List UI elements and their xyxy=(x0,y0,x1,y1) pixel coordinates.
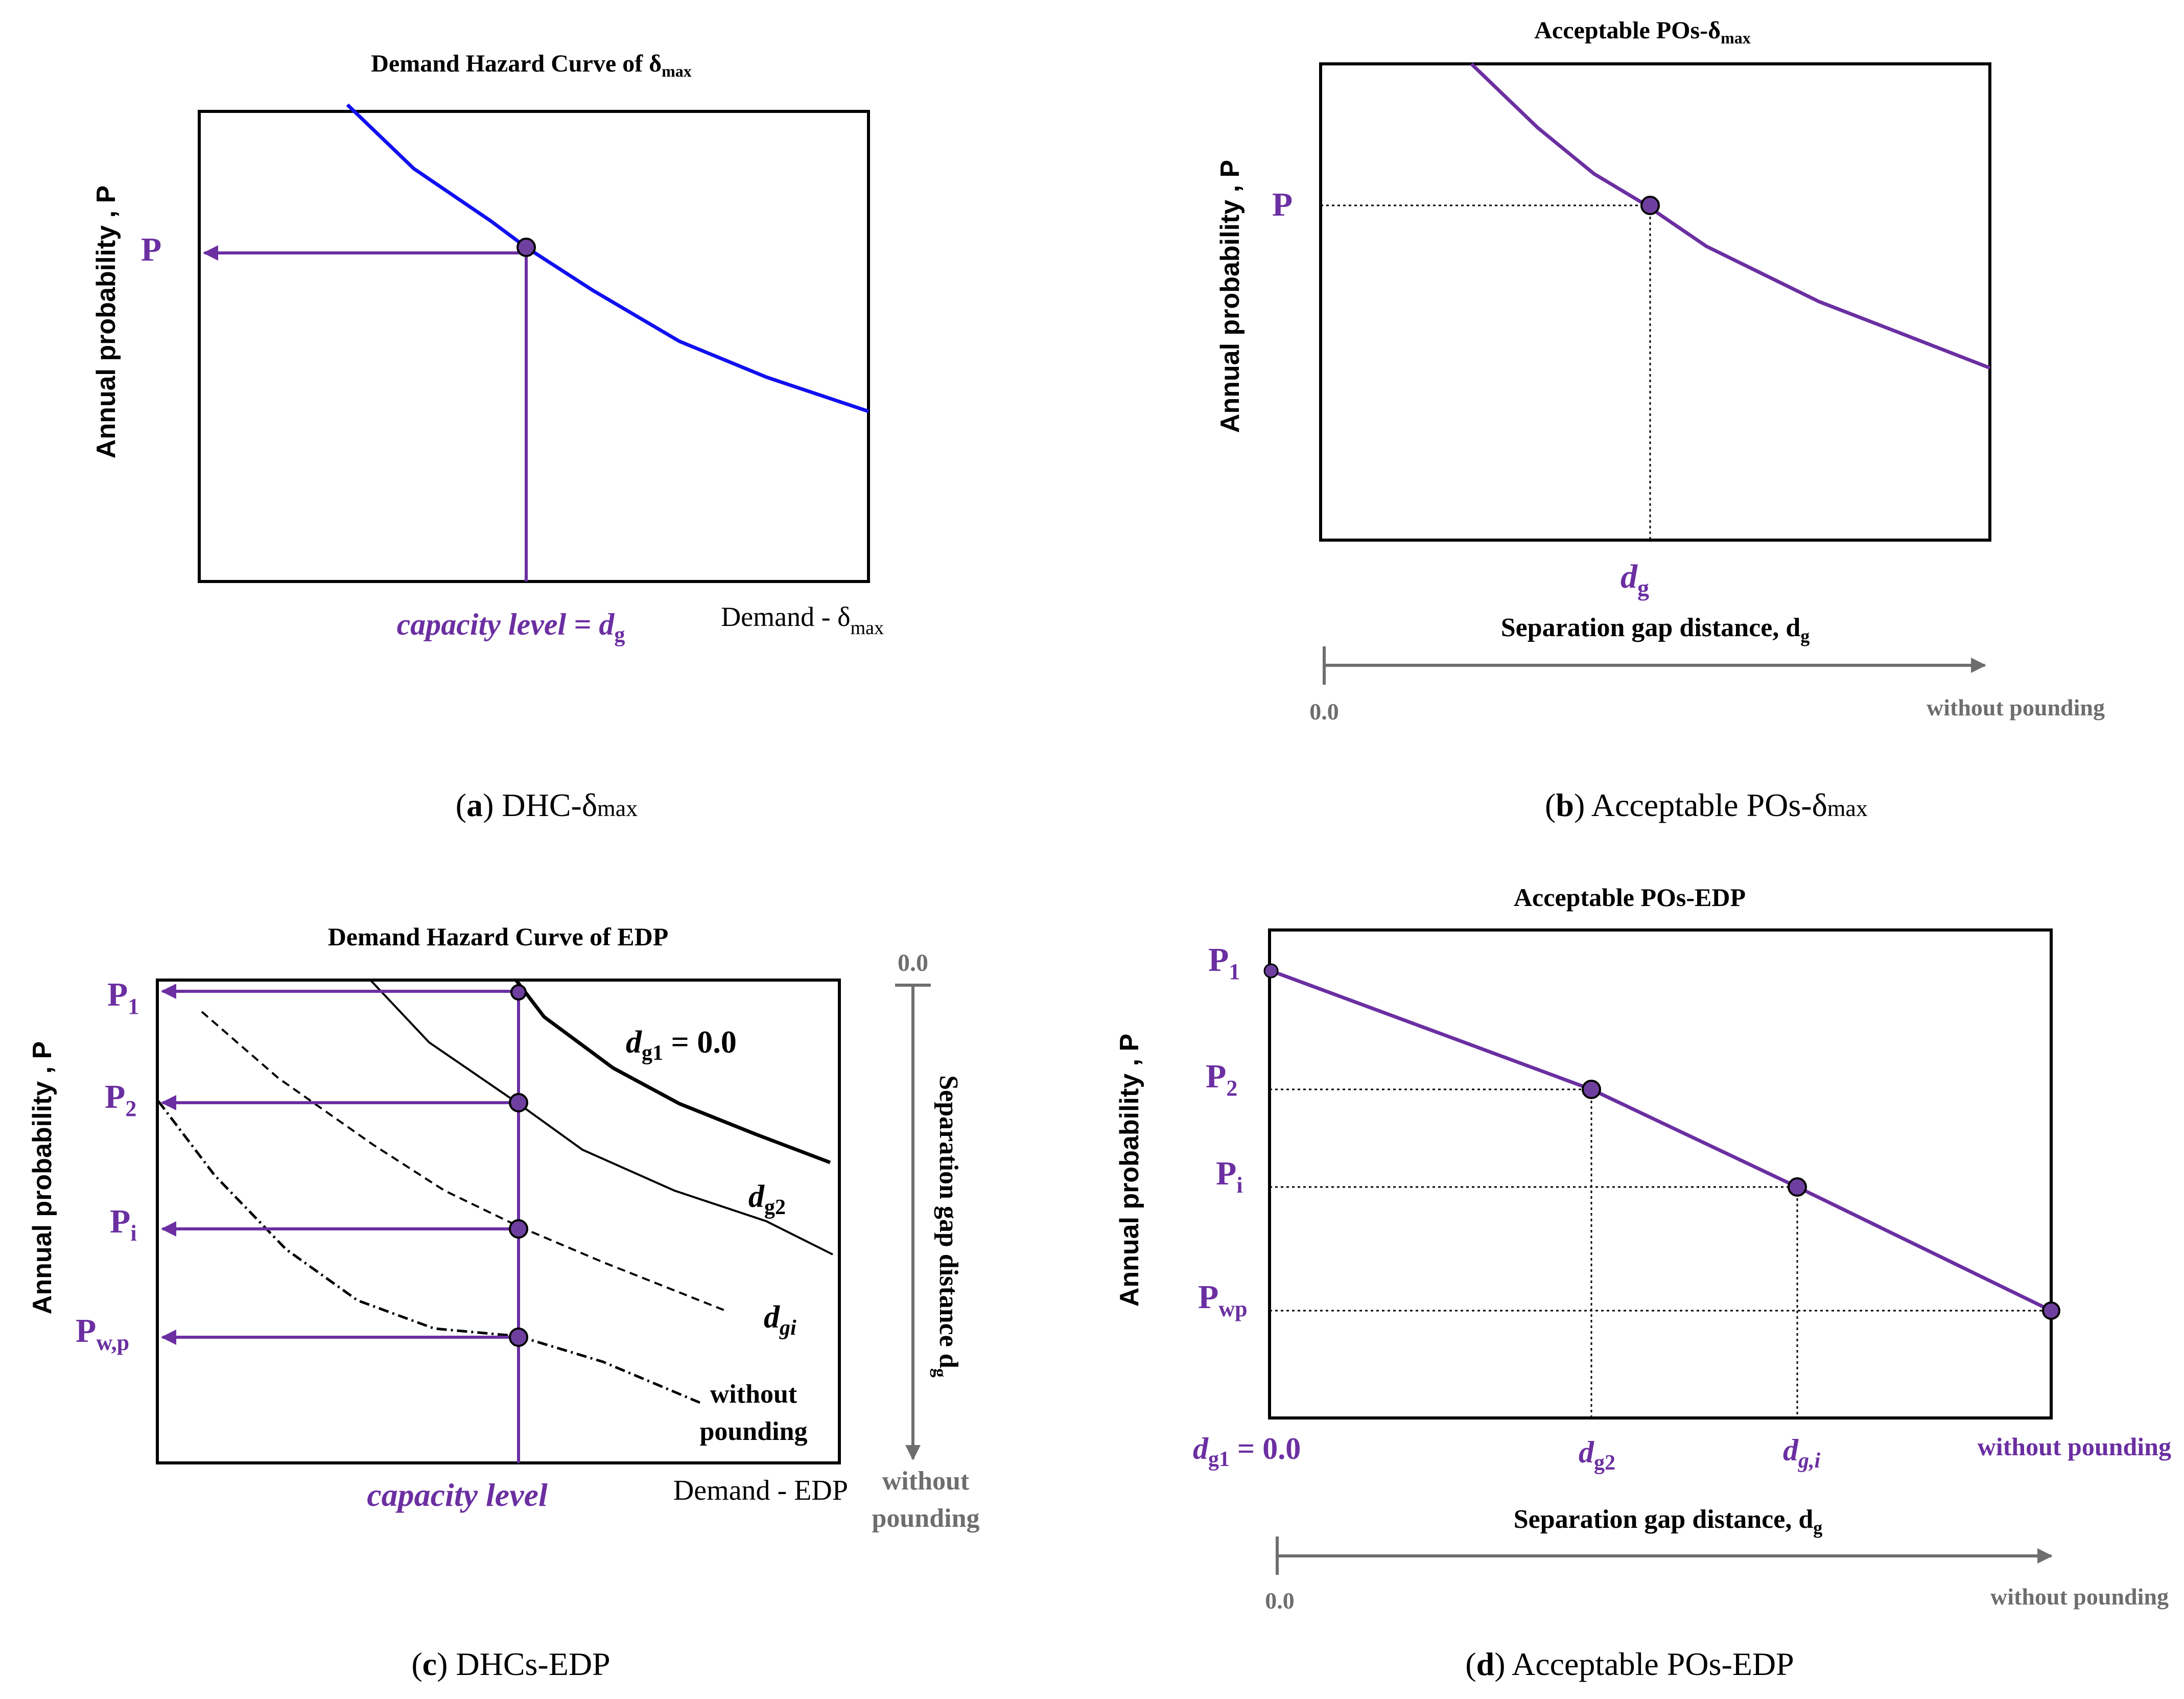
panel-d-plot-frame xyxy=(1268,928,2053,1419)
panel-c-caption: (c) DHCs-EDP xyxy=(411,1646,610,1682)
panel-d-title: Acceptable POs-EDP xyxy=(1514,883,1746,912)
panel-a-plot-frame xyxy=(198,110,870,583)
panel-b-acceptable-curve xyxy=(1470,62,1991,370)
panel-a-p-label: P xyxy=(141,231,161,268)
panel-b-title: Acceptable POs-δmax xyxy=(1534,17,1751,47)
panel-d-point-p2 xyxy=(1582,1080,1601,1099)
panel-c-plot-frame xyxy=(156,979,841,1464)
panel-c-label-dg2: dg2 xyxy=(748,1179,786,1219)
panel-b-axis-end: without pounding xyxy=(1927,694,2105,720)
panel-c-label-without: without xyxy=(710,1380,797,1409)
panel-c-y-axis-label: Annual probability , P xyxy=(28,1041,57,1314)
panel-c: Demand Hazard Curve of EDP P1 P2 Pi Pw,p… xyxy=(28,922,980,1682)
panel-c-side-axis-label: Separation gap distance dg xyxy=(930,1075,963,1378)
panel-d: Acceptable POs-EDP P1 P2 Pi Pwp Annual p… xyxy=(1115,883,2171,1682)
panel-d-point-pi xyxy=(1788,1177,1807,1197)
panel-b-p-label: P xyxy=(1272,186,1293,223)
panel-a-y-axis-label: Annual probability , P xyxy=(91,185,121,458)
panel-b-plot-frame xyxy=(1319,62,1991,542)
panel-d-x-label-dgi: dg,i xyxy=(1783,1433,1821,1473)
panel-c-label-pounding: pounding xyxy=(699,1417,807,1446)
panel-c-label-dg1: dg1 = 0.0 xyxy=(626,1025,737,1065)
panel-c-side-axis-end-1: without xyxy=(882,1467,970,1496)
panel-a-intersection-point xyxy=(516,238,536,257)
panel-b: Acceptable POs-δmax P Annual probability… xyxy=(1215,17,2105,823)
panel-d-point-p1 xyxy=(1263,963,1279,979)
panel-c-label-p1: P1 xyxy=(107,976,139,1019)
panel-c-curve-dg1 xyxy=(514,979,831,1165)
panel-d-x-label-without: without pounding xyxy=(1978,1432,2171,1461)
panel-c-point-p1 xyxy=(510,984,527,1000)
panel-d-acceptable-curve xyxy=(1270,969,2052,1313)
panel-a-capacity-label: capacity level = dg xyxy=(397,608,625,647)
panel-c-label-pi: Pi xyxy=(110,1203,137,1246)
panel-a: Demand Hazard Curve of δmax P Annual pro… xyxy=(91,50,884,823)
panel-c-point-p2 xyxy=(509,1093,528,1112)
panel-a-hazard-curve xyxy=(346,103,870,413)
panel-c-label-dgi: dgi xyxy=(764,1300,796,1340)
panel-d-x-axis-label: Separation gap distance, dg xyxy=(1514,1505,1823,1538)
panel-c-curve-dg2 xyxy=(369,979,833,1255)
panel-a-title: Demand Hazard Curve of δmax xyxy=(371,50,692,80)
panel-b-x-axis-label: Separation gap distance, dg xyxy=(1501,613,1810,646)
panel-a-x-axis-label: Demand - δmax xyxy=(721,601,884,639)
panel-c-point-pwp xyxy=(509,1328,528,1347)
panel-c-label-pwp: Pw,p xyxy=(76,1312,129,1355)
panel-d-point-pwp xyxy=(2042,1301,2060,1320)
panel-b-axis-start: 0.0 xyxy=(1309,699,1339,725)
panel-d-label-p2: P2 xyxy=(1206,1058,1237,1101)
panel-c-capacity-label: capacity level xyxy=(367,1477,548,1513)
panel-b-point xyxy=(1640,196,1660,215)
panel-c-side-axis-end-2: pounding xyxy=(872,1504,979,1533)
panel-a-caption: (a) DHC-δmax xyxy=(456,787,638,823)
panel-d-y-axis-label: Annual probability , P xyxy=(1115,1034,1144,1307)
panel-c-title: Demand Hazard Curve of EDP xyxy=(328,922,669,951)
panel-d-x-label-dg2: dg2 xyxy=(1579,1435,1615,1475)
panel-d-label-pi: Pi xyxy=(1216,1155,1243,1198)
panel-d-axis-start: 0.0 xyxy=(1265,1588,1295,1614)
panel-b-y-axis-label: Annual probability , P xyxy=(1215,160,1245,433)
panel-d-label-pwp: Pwp xyxy=(1198,1278,1248,1321)
panel-b-caption: (b) Acceptable POs-δmax xyxy=(1545,787,1868,823)
panel-d-x-label-dg1: dg1 = 0.0 xyxy=(1193,1432,1301,1471)
panel-d-caption: (d) Acceptable POs-EDP xyxy=(1465,1646,1794,1682)
panel-c-x-axis-label: Demand - EDP xyxy=(673,1475,848,1506)
panel-c-curve-without-pounding xyxy=(157,1100,700,1404)
panel-c-side-axis-start: 0.0 xyxy=(898,949,928,976)
panel-c-label-p2: P2 xyxy=(105,1078,136,1121)
panel-d-axis-end: without pounding xyxy=(1990,1584,2169,1610)
panel-d-label-p1: P1 xyxy=(1208,941,1240,984)
panel-b-dg-label: dg xyxy=(1621,558,1649,601)
panel-c-point-pi xyxy=(509,1219,528,1239)
